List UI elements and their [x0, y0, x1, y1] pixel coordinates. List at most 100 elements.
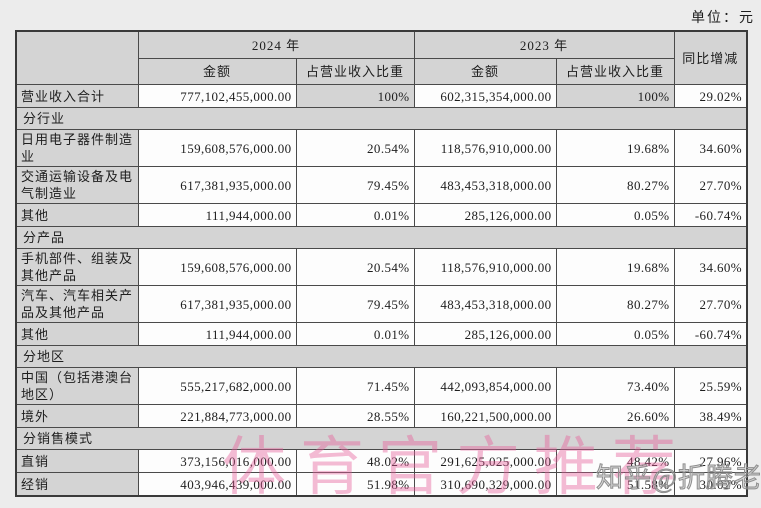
yoy-cell: 34.60% [673, 129, 748, 167]
table-header: 2024 年 2023 年 同比增减 金额 占营业收入比重 金额 占营业收入比重 [15, 30, 748, 85]
yoy-cell: 25.59% [673, 367, 748, 405]
amount-2023-cell: 602,315,354,000.00 [413, 84, 557, 108]
unit-label: 单位：元 [691, 11, 755, 26]
amount-2023-cell: 483,453,318,000.00 [413, 166, 557, 204]
table-row: 日用电子器件制造业 159,608,576,000.00 20.54% 118,576… [15, 129, 748, 167]
row-label-cell: 直销 [15, 449, 139, 473]
amount-2024-cell: 111,944,000.00 [137, 322, 297, 346]
amount-2023-cell: 310,690,329,000.00 [413, 472, 557, 497]
section-row: 分产品 [15, 226, 748, 249]
amount-2023-cell: 483,453,318,000.00 [413, 285, 557, 323]
share-2024-cell: 71.45% [295, 367, 415, 405]
amount-2023-cell: 118,576,910,000.00 [413, 248, 557, 286]
header-row-years: 2024 年 2023 年 同比增减 [15, 30, 748, 85]
amount-2024-cell: 617,381,935,000.00 [137, 166, 297, 204]
amount-2024-cell: 555,217,682,000.00 [137, 367, 297, 405]
share-2024-cell: 79.45% [295, 166, 415, 204]
header-year-2024: 2024 年 [137, 30, 415, 59]
row-label-cell: 营业收入合计 [15, 84, 139, 108]
amount-2024-cell: 159,608,576,000.00 [137, 248, 297, 286]
amount-2024-cell: 373,156,016,000.00 [137, 449, 297, 473]
yoy-cell: 34.60% [673, 248, 748, 286]
yoy-cell: -60.74% [673, 322, 748, 346]
table-row: 直销 373,156,016,000.00 48.02% 291,625,025,00… [15, 449, 748, 473]
header-amount-2024: 金额 [137, 58, 297, 85]
table-row: 其他 111,944,000.00 0.01% 285,126,000.00 0.05%… [15, 322, 748, 346]
share-2023-cell: 80.27% [555, 166, 675, 204]
share-2024-cell: 100% [295, 84, 415, 108]
table-row: 经销 403,946,439,000.00 51.98% 310,690,329,00… [15, 472, 748, 497]
share-2023-cell: 19.68% [555, 129, 675, 167]
share-2024-cell: 79.45% [295, 285, 415, 323]
share-2024-cell: 48.02% [295, 449, 415, 473]
amount-2023-cell: 285,126,000.00 [413, 203, 557, 227]
section-label: 分产品 [15, 226, 748, 249]
section-label: 分地区 [15, 345, 748, 368]
amount-2023-cell: 291,625,025,000.00 [413, 449, 557, 473]
share-2023-cell: 51.58% [555, 472, 675, 497]
section-label: 分行业 [15, 107, 748, 130]
header-empty-cell [15, 30, 139, 85]
header-yoy: 同比增减 [673, 30, 748, 85]
row-label-cell: 日用电子器件制造业 [15, 129, 139, 167]
yoy-cell: 27.70% [673, 166, 748, 204]
amount-2024-cell: 221,884,773,000.00 [137, 404, 297, 428]
yoy-cell: 30.02% [673, 472, 748, 497]
share-2024-cell: 0.01% [295, 322, 415, 346]
amount-2023-cell: 285,126,000.00 [413, 322, 557, 346]
share-2023-cell: 19.68% [555, 248, 675, 286]
amount-2024-cell: 159,608,576,000.00 [137, 129, 297, 167]
share-2023-cell: 100% [555, 84, 675, 108]
share-2023-cell: 0.05% [555, 322, 675, 346]
row-label-cell: 经销 [15, 472, 139, 497]
header-year-2023: 2023 年 [413, 30, 675, 59]
yoy-cell: 29.02% [673, 84, 748, 108]
share-2023-cell: 73.40% [555, 367, 675, 405]
share-2023-cell: 80.27% [555, 285, 675, 323]
share-2023-cell: 48.42% [555, 449, 675, 473]
row-label-cell: 中国（包括港澳台地区） [15, 367, 139, 405]
amount-2024-cell: 111,944,000.00 [137, 203, 297, 227]
row-label-cell: 境外 [15, 404, 139, 428]
table-row: 中国（包括港澳台地区） 555,217,682,000.00 71.45% 442,0… [15, 367, 748, 405]
row-label-cell: 汽车、汽车相关产品及其他产品 [15, 285, 139, 323]
header-share-2024: 占营业收入比重 [295, 58, 415, 85]
table-row: 汽车、汽车相关产品及其他产品 617,381,935,000.00 79.45% 48… [15, 285, 748, 323]
revenue-breakdown-table: 2024 年 2023 年 同比增减 金额 占营业收入比重 金额 占营业收入比重… [15, 30, 749, 497]
amount-2024-cell: 403,946,439,000.00 [137, 472, 297, 497]
amount-2024-cell: 777,102,455,000.00 [137, 84, 297, 108]
table-row: 交通运输设备及电气制造业 617,381,935,000.00 79.45% 483,… [15, 166, 748, 204]
header-share-2023: 占营业收入比重 [555, 58, 675, 85]
amount-2023-cell: 160,221,500,000.00 [413, 404, 557, 428]
header-row-metrics: 金额 占营业收入比重 金额 占营业收入比重 [16, 58, 747, 85]
table-row: 营业收入合计 777,102,455,000.00 100% 602,315,354,… [15, 84, 748, 108]
share-2024-cell: 0.01% [295, 203, 415, 227]
table-row: 境外 221,884,773,000.00 28.55% 160,221,500,00… [15, 404, 748, 428]
yoy-cell: 27.70% [673, 285, 748, 323]
amount-2024-cell: 617,381,935,000.00 [137, 285, 297, 323]
row-label-cell: 手机部件、组装及其他产品 [15, 248, 139, 286]
amount-2023-cell: 442,093,854,000.00 [413, 367, 557, 405]
share-2024-cell: 20.54% [295, 248, 415, 286]
row-label-cell: 其他 [15, 322, 139, 346]
yoy-cell: -60.74% [673, 203, 748, 227]
section-label: 分销售模式 [15, 427, 748, 450]
table-row: 手机部件、组装及其他产品 159,608,576,000.00 20.54% 118,… [15, 248, 748, 286]
row-label-cell: 交通运输设备及电气制造业 [15, 166, 139, 204]
share-2023-cell: 26.60% [555, 404, 675, 428]
yoy-cell: 38.49% [673, 404, 748, 428]
share-2024-cell: 28.55% [295, 404, 415, 428]
section-row: 分行业 [15, 107, 748, 130]
table-row: 其他 111,944,000.00 0.01% 285,126,000.00 0.05%… [15, 203, 748, 227]
amount-2023-cell: 118,576,910,000.00 [413, 129, 557, 167]
share-2023-cell: 0.05% [555, 203, 675, 227]
section-row: 分销售模式 [15, 427, 748, 450]
row-label-cell: 其他 [15, 203, 139, 227]
yoy-cell: 27.96% [673, 449, 748, 473]
share-2024-cell: 20.54% [295, 129, 415, 167]
share-2024-cell: 51.98% [295, 472, 415, 497]
table-body: 营业收入合计 777,102,455,000.00 100% 602,315,354,… [15, 84, 748, 497]
header-amount-2023: 金额 [413, 58, 557, 85]
section-row: 分地区 [15, 345, 748, 368]
